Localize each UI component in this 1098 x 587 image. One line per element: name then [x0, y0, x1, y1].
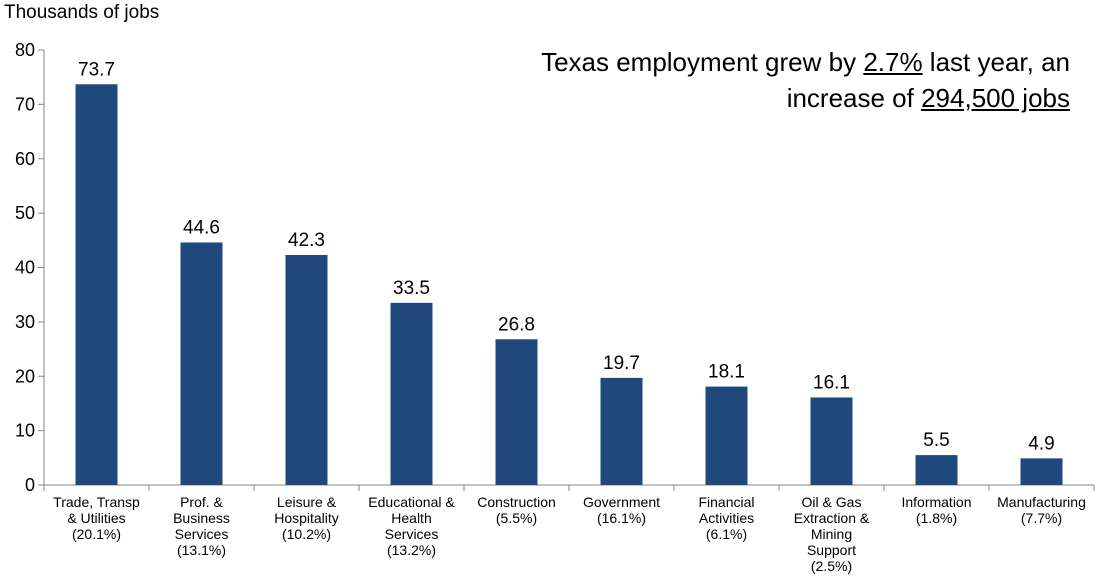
category-label-line: Services [175, 526, 229, 542]
annotation-text-1: Texas employment grew by [541, 47, 864, 77]
bar [75, 84, 118, 485]
category-label-line: (16.1%) [597, 510, 646, 526]
category-label-line: (2.5%) [811, 558, 852, 574]
y-tick-label: 60 [15, 149, 35, 169]
bar [810, 397, 853, 485]
bar [600, 377, 643, 485]
category-label-line: & Utilities [67, 510, 125, 526]
category-label: Manufacturing (7.7%) [997, 494, 1086, 526]
category-label-line: (13.1%) [177, 542, 226, 558]
data-label: 4.9 [1028, 433, 1054, 454]
data-label: 16.1 [813, 372, 850, 393]
annotation-job-count: 294,500 jobs [921, 83, 1070, 113]
category-label: Information (1.8%) [901, 494, 971, 526]
annotation-growth-pct: 2.7% [863, 47, 923, 77]
bar [1020, 458, 1063, 485]
category-label-line: Information [901, 494, 971, 510]
data-label: 33.5 [393, 278, 430, 299]
category-label-line: (10.2%) [282, 526, 331, 542]
y-axis-unit-label: Thousands of jobs [4, 2, 160, 23]
category-label-line: Construction [477, 494, 556, 510]
category-label-line: Health [391, 510, 431, 526]
y-tick-label: 0 [25, 475, 35, 495]
category-label-line: Hospitality [274, 510, 339, 526]
y-tick-label: 40 [15, 258, 35, 278]
category-label-line: Financial [698, 494, 754, 510]
bar [495, 339, 538, 485]
category-label-line: (7.7%) [1021, 510, 1062, 526]
category-label-line: Prof. & [180, 494, 223, 510]
category-label-line: (5.5%) [496, 510, 537, 526]
data-label: 42.3 [288, 230, 325, 251]
data-label: 26.8 [498, 314, 535, 335]
category-label-line: (6.1%) [706, 526, 747, 542]
category-label-line: Business [173, 510, 230, 526]
bar [915, 455, 958, 485]
category-label-line: (20.1%) [72, 526, 121, 542]
y-tick-label: 70 [15, 94, 35, 114]
category-label: Financial Activities (6.1%) [698, 494, 754, 542]
category-label-line: Activities [699, 510, 754, 526]
data-label: 19.7 [603, 353, 640, 374]
category-label-line: Oil & Gas [802, 494, 862, 510]
y-tick-label: 30 [15, 312, 35, 332]
category-label-line: Manufacturing [997, 494, 1086, 510]
data-label: 44.6 [183, 217, 220, 238]
data-label: 18.1 [708, 362, 745, 383]
category-label-line: Trade, Transp [53, 494, 140, 510]
bar [705, 386, 748, 485]
category-label: Construction (5.5%) [477, 494, 556, 526]
data-label: 5.5 [923, 430, 949, 451]
chart-annotation: Texas employment grew by 2.7% last year,… [530, 44, 1070, 116]
category-label: Trade, Transp & Utilities (20.1%) [53, 494, 140, 542]
category-label-line: Leisure & [277, 494, 337, 510]
bar [390, 302, 433, 485]
category-label: Educational & Health Services (13.2%) [368, 494, 455, 558]
bar [285, 254, 328, 485]
category-label: Prof. & Business Services (13.1%) [173, 494, 230, 558]
category-label-line: Government [583, 494, 660, 510]
y-tick-label: 50 [15, 203, 35, 223]
category-label: Leisure & Hospitality (10.2%) [274, 494, 339, 542]
category-label-line: (1.8%) [916, 510, 957, 526]
data-label: 73.7 [78, 59, 115, 80]
annotation-text-2: last year, an increase of [786, 47, 1070, 113]
category-label-line: Extraction & [794, 510, 870, 526]
category-label-line: Mining [811, 526, 852, 542]
category-label: Government (16.1%) [583, 494, 660, 526]
y-tick-label: 80 [15, 40, 35, 60]
category-label-line: Support [807, 542, 856, 558]
y-tick-label: 10 [15, 421, 35, 441]
category-label: Oil & Gas Extraction & Mining Support (2.5%) [794, 494, 870, 574]
bar [180, 242, 223, 485]
category-label-line: (13.2%) [387, 542, 436, 558]
y-tick-label: 20 [15, 366, 35, 386]
category-label-line: Services [385, 526, 439, 542]
category-label-line: Educational & [368, 494, 455, 510]
